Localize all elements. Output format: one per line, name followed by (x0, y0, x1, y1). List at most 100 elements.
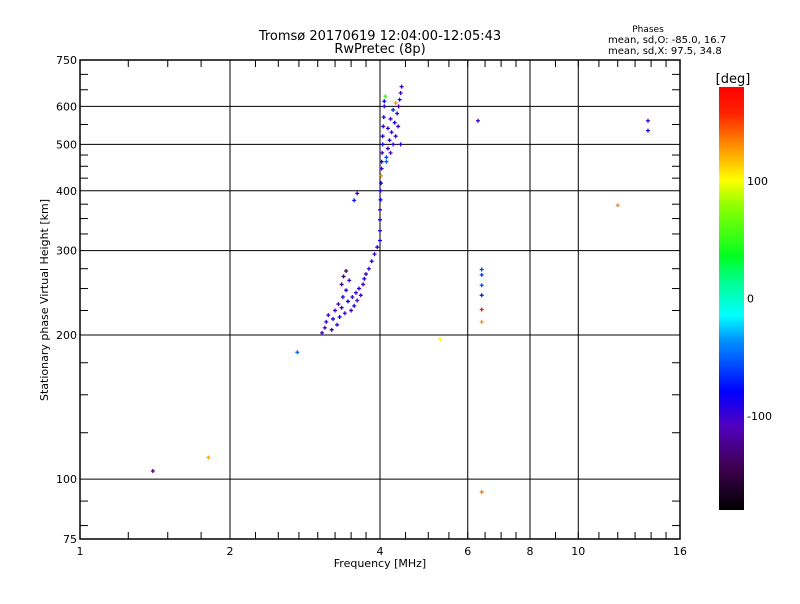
data-point (388, 150, 393, 155)
axis-ticks: 1 2 4 6 8 10 16 75 100 200 300 400 500 600 750 (56, 54, 687, 558)
data-point (381, 124, 386, 129)
colorbar-tick-label: -100 (747, 410, 772, 423)
data-point (392, 120, 397, 125)
data-point (391, 142, 396, 147)
data-point (479, 293, 484, 298)
data-point (378, 238, 382, 243)
colorbar-tick-label: 100 (747, 175, 768, 188)
data-point (387, 138, 392, 143)
data-point (479, 490, 484, 495)
data-point (378, 217, 382, 222)
data-point (380, 150, 385, 155)
data-point (388, 116, 393, 121)
data-point (385, 126, 390, 131)
data-point (396, 124, 401, 129)
y-tick-label: 600 (56, 100, 77, 113)
data-point (352, 303, 357, 308)
data-point (645, 128, 650, 133)
data-point (375, 245, 380, 250)
data-point (382, 99, 387, 104)
y-tick-label: 200 (56, 329, 77, 342)
data-point (379, 159, 384, 164)
y-axis-label: Stationary phase Virtual Height [km] (38, 199, 51, 401)
data-point (479, 272, 484, 277)
data-point (393, 100, 398, 105)
data-points (150, 84, 650, 495)
data-point (378, 197, 383, 202)
y-tick-label: 500 (56, 138, 77, 151)
data-point (381, 115, 386, 120)
x-tick-label: 8 (527, 545, 534, 558)
data-point (350, 295, 355, 300)
colorbar-ticks: 100 0 -100 (747, 175, 772, 423)
data-point (379, 166, 384, 171)
info-line-o: mean, sd,O: -85.0, 16.7 (608, 35, 726, 46)
x-tick-label: 4 (377, 545, 384, 558)
x-axis-label: Frequency [MHz] (334, 557, 426, 570)
data-point (378, 228, 382, 233)
data-point (150, 468, 155, 473)
y-tick-label: 400 (56, 185, 77, 198)
data-point (341, 274, 346, 279)
data-point (382, 104, 387, 109)
colorbar (719, 87, 744, 510)
data-point (479, 319, 484, 324)
data-point (380, 142, 385, 147)
info-heading: Phases (632, 25, 664, 35)
data-point (355, 191, 360, 196)
data-point (391, 107, 396, 112)
data-point (353, 290, 358, 295)
data-point (364, 272, 369, 277)
data-point (479, 267, 484, 272)
data-point (352, 198, 357, 203)
data-point (349, 308, 354, 313)
data-point (378, 188, 383, 193)
data-point (362, 276, 367, 281)
data-point (344, 288, 349, 293)
data-point (206, 455, 211, 460)
x-tick-label: 6 (464, 545, 471, 558)
data-point (393, 134, 398, 139)
info-line-x: mean, sd,X: 97.5, 34.8 (608, 46, 722, 57)
data-point (337, 315, 342, 320)
data-point (322, 325, 327, 330)
data-point (369, 259, 374, 264)
data-point (645, 118, 650, 123)
data-point (395, 111, 400, 116)
y-tick-label: 300 (56, 245, 77, 258)
colorbar-tick-label: 0 (747, 293, 754, 306)
data-point (384, 159, 389, 164)
data-point (372, 252, 377, 257)
data-point (379, 181, 384, 186)
data-point (339, 282, 344, 287)
data-point (366, 266, 371, 271)
x-tick-label: 16 (673, 545, 687, 558)
data-point (340, 295, 345, 300)
data-point (615, 203, 620, 208)
data-point (397, 97, 402, 102)
data-point (398, 142, 403, 147)
data-point (344, 268, 349, 273)
data-point (389, 130, 394, 135)
data-point (438, 337, 443, 342)
data-point (479, 307, 484, 312)
data-point (295, 350, 300, 355)
y-tick-label: 750 (56, 54, 77, 67)
plot-frame (79, 59, 681, 540)
data-point (378, 207, 382, 212)
data-point (385, 146, 390, 151)
data-point (329, 327, 334, 332)
data-point (379, 173, 384, 178)
x-tick-label: 2 (227, 545, 234, 558)
data-point (335, 322, 340, 327)
data-point (342, 311, 347, 316)
data-point (336, 302, 341, 307)
data-point (384, 155, 389, 160)
chart-subtitle: RwPretec (8p) (334, 42, 425, 57)
data-point (333, 308, 338, 313)
data-point (324, 319, 329, 324)
data-point (396, 104, 401, 109)
data-point (320, 330, 325, 335)
data-point (475, 118, 480, 123)
